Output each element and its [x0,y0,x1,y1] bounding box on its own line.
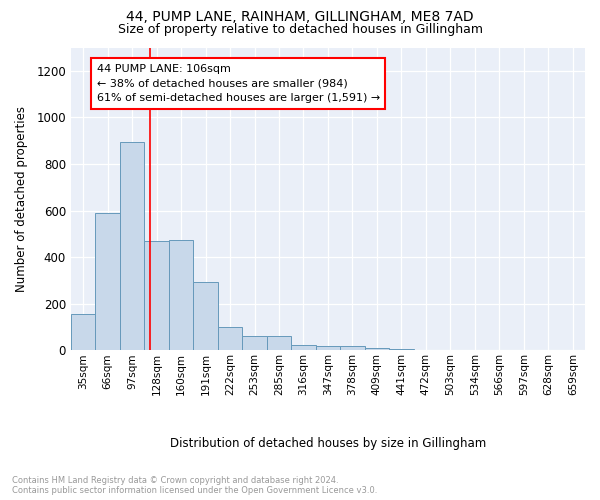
Bar [169,240,193,350]
Bar [389,348,413,350]
Text: 44, PUMP LANE, RAINHAM, GILLINGHAM, ME8 7AD: 44, PUMP LANE, RAINHAM, GILLINGHAM, ME8 … [126,10,474,24]
Text: Contains HM Land Registry data © Crown copyright and database right 2024.
Contai: Contains HM Land Registry data © Crown c… [12,476,377,495]
Bar [242,336,267,350]
Bar [218,327,242,350]
Bar [291,344,316,350]
Y-axis label: Number of detached properties: Number of detached properties [15,106,28,292]
Bar [120,142,145,350]
Bar [95,213,120,350]
X-axis label: Distribution of detached houses by size in Gillingham: Distribution of detached houses by size … [170,437,486,450]
Bar [267,336,291,350]
Bar [316,346,340,350]
Bar [145,241,169,350]
Bar [340,346,365,350]
Bar [365,348,389,350]
Bar [71,314,95,350]
Text: 44 PUMP LANE: 106sqm
← 38% of detached houses are smaller (984)
61% of semi-deta: 44 PUMP LANE: 106sqm ← 38% of detached h… [97,64,380,104]
Bar [193,282,218,350]
Text: Size of property relative to detached houses in Gillingham: Size of property relative to detached ho… [118,22,482,36]
